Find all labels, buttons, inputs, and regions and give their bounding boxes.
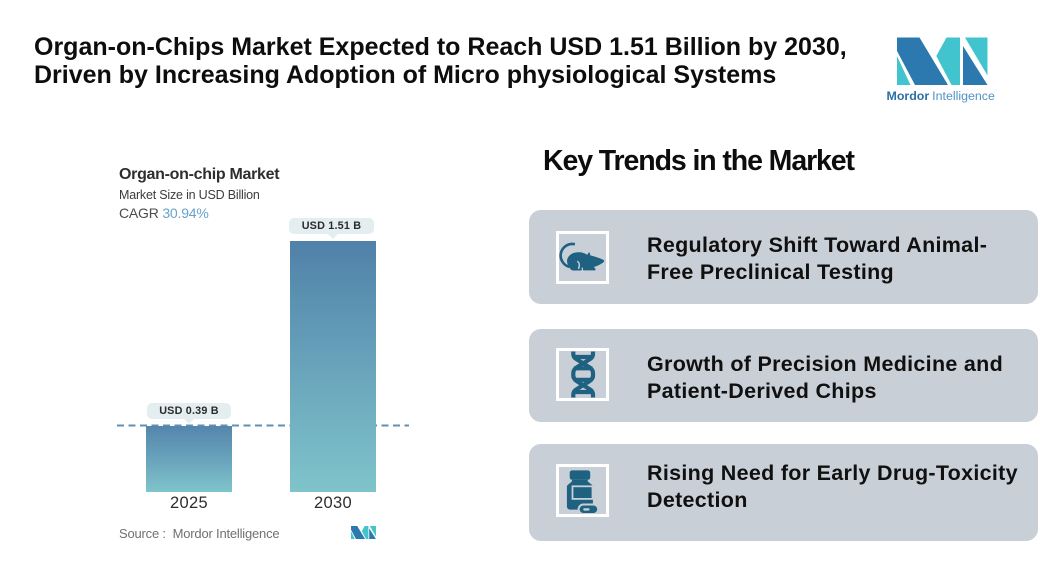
svg-text:MordorIntelligence: Mordor Intelligence	[887, 89, 995, 103]
